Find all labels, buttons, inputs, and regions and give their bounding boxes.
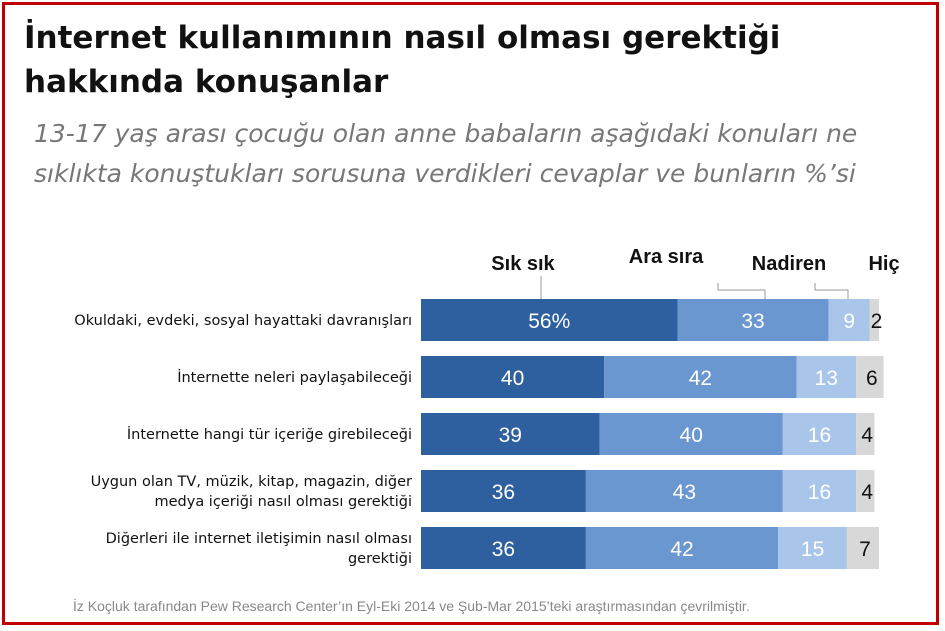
- data-label: 9: [843, 310, 855, 333]
- bar-segment-sık-sık: [421, 413, 600, 455]
- data-label: 15: [801, 538, 824, 561]
- bar-segment-sık-sık: [421, 470, 586, 512]
- data-label: 39: [499, 424, 522, 447]
- bar-segment-hiç: [856, 413, 875, 455]
- category-label: Diğerleri ile internet iletişimin nasıl …: [106, 531, 412, 547]
- chart-subtitle: 13-17 yaş arası çocuğu olan anne babalar…: [34, 119, 858, 188]
- category-label: medya içeriği nasıl olması gerektiği: [154, 494, 412, 510]
- legend-label: Ara sıra: [629, 246, 704, 268]
- data-label: 36: [492, 538, 515, 561]
- data-label: 6: [866, 367, 878, 390]
- bar-segment-nadiren: [796, 356, 857, 398]
- bar-segment-ara-sıra: [585, 527, 779, 569]
- legend-label: Nadiren: [752, 253, 826, 275]
- data-label: 4: [861, 481, 873, 504]
- bar-segment-nadiren: [782, 413, 857, 455]
- data-label: 2: [871, 310, 883, 333]
- chart-title: İnternet kullanımının nasıl olması gerek…: [24, 20, 781, 100]
- bar-segment-hiç: [846, 527, 879, 569]
- bar-segment-nadiren: [828, 299, 870, 341]
- data-label: 40: [680, 424, 703, 447]
- bar-segment-sık-sık: [421, 356, 605, 398]
- stacked-bar-chart: Okuldaki, evdeki, sosyal hayattaki davra…: [74, 246, 900, 569]
- data-label: 33: [741, 310, 764, 333]
- category-label: İnternette neleri paylaşabileceği: [177, 368, 412, 386]
- category-label: İnternette hangi tür içeriğe girebileceğ…: [127, 425, 412, 443]
- data-label: 36: [492, 481, 515, 504]
- data-label: 40: [501, 367, 524, 390]
- category-label: Okuldaki, evdeki, sosyal hayattaki davra…: [74, 313, 412, 329]
- data-label: 42: [689, 367, 712, 390]
- legend-bracket: [814, 283, 849, 299]
- bar-segment-sık-sık: [421, 299, 678, 341]
- bar-segment-hiç: [856, 470, 875, 512]
- source-footnote: İz Koçluk tarafından Pew Research Center…: [73, 598, 750, 614]
- data-label: 13: [815, 367, 838, 390]
- data-label: 7: [859, 538, 871, 561]
- bar-segment-ara-sıra: [599, 413, 783, 455]
- bar-segment-nadiren: [782, 470, 857, 512]
- bar-segment-ara-sıra: [604, 356, 797, 398]
- bar-segment-ara-sıra: [677, 299, 829, 341]
- legend-label: Sık sık: [491, 253, 555, 275]
- red-border-frame: [2, 2, 939, 625]
- bar-segment-ara-sıra: [585, 470, 783, 512]
- data-label: 4: [861, 424, 873, 447]
- category-label: gerektiği: [348, 551, 412, 567]
- bar-segment-hiç: [869, 299, 879, 341]
- bar-segment-hiç: [856, 356, 884, 398]
- category-label: Uygun olan TV, müzik, kitap, magazin, di…: [91, 474, 412, 490]
- data-label: 56%: [528, 310, 570, 333]
- bar-segment-nadiren: [778, 527, 847, 569]
- legend-bracket: [717, 283, 766, 299]
- data-label: 42: [670, 538, 693, 561]
- data-label: 16: [808, 481, 831, 504]
- data-label: 43: [673, 481, 696, 504]
- legend-label: Hiç: [868, 253, 899, 275]
- bar-segment-sık-sık: [421, 527, 586, 569]
- data-label: 16: [808, 424, 831, 447]
